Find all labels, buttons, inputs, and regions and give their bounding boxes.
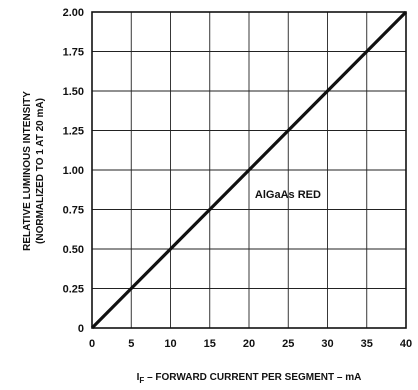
x-tick-label: 15 (204, 338, 216, 350)
x-axis-title-prefix: I (137, 372, 140, 383)
y-tick-labels: 0 0.25 0.50 0.75 1.00 1.25 1.50 1.75 2.00 (63, 7, 84, 335)
x-tick-label: 10 (164, 338, 176, 350)
x-tick-label: 25 (282, 338, 294, 350)
y-tick-label: 0.50 (63, 244, 84, 256)
x-tick-labels: 0 5 10 15 20 25 30 35 40 (89, 338, 412, 350)
x-axis-title: IF – FORWARD CURRENT PER SEGMENT – mA (137, 372, 362, 385)
x-axis-title-subscript: F (139, 376, 144, 385)
y-tick-label: 1.25 (63, 126, 84, 138)
y-tick-label: 1.00 (63, 165, 84, 177)
y-tick-label: 0.75 (63, 205, 84, 217)
series-line (90, 10, 408, 330)
y-axis-title-line1: RELATIVE LUMINOUS INTENSITY (22, 91, 33, 251)
series-annotation-label: AlGaAs RED (255, 189, 321, 201)
y-axis-title: RELATIVE LUMINOUS INTENSITY (NORMALIZED … (22, 91, 46, 251)
x-tick-label: 40 (400, 338, 412, 350)
x-tick-label: 20 (243, 338, 255, 350)
x-tick-label: 0 (89, 338, 95, 350)
y-tick-label: 2.00 (63, 7, 84, 19)
series-layer (90, 10, 408, 330)
x-tick-label: 35 (361, 338, 373, 350)
y-tick-label: 1.50 (63, 86, 84, 98)
y-tick-label: 0.25 (63, 284, 84, 296)
x-tick-label: 30 (321, 338, 333, 350)
y-tick-label: 1.75 (63, 47, 84, 59)
plot-frame (91, 11, 407, 329)
x-tick-label: 5 (128, 338, 134, 350)
y-tick-label: 0 (78, 323, 84, 335)
annotations: AlGaAs RED (255, 189, 321, 201)
y-axis-title-line2: (NORMALIZED TO 1 AT 20 mA) (35, 98, 46, 244)
x-axis-title-rest: – FORWARD CURRENT PER SEGMENT – mA (144, 372, 361, 383)
